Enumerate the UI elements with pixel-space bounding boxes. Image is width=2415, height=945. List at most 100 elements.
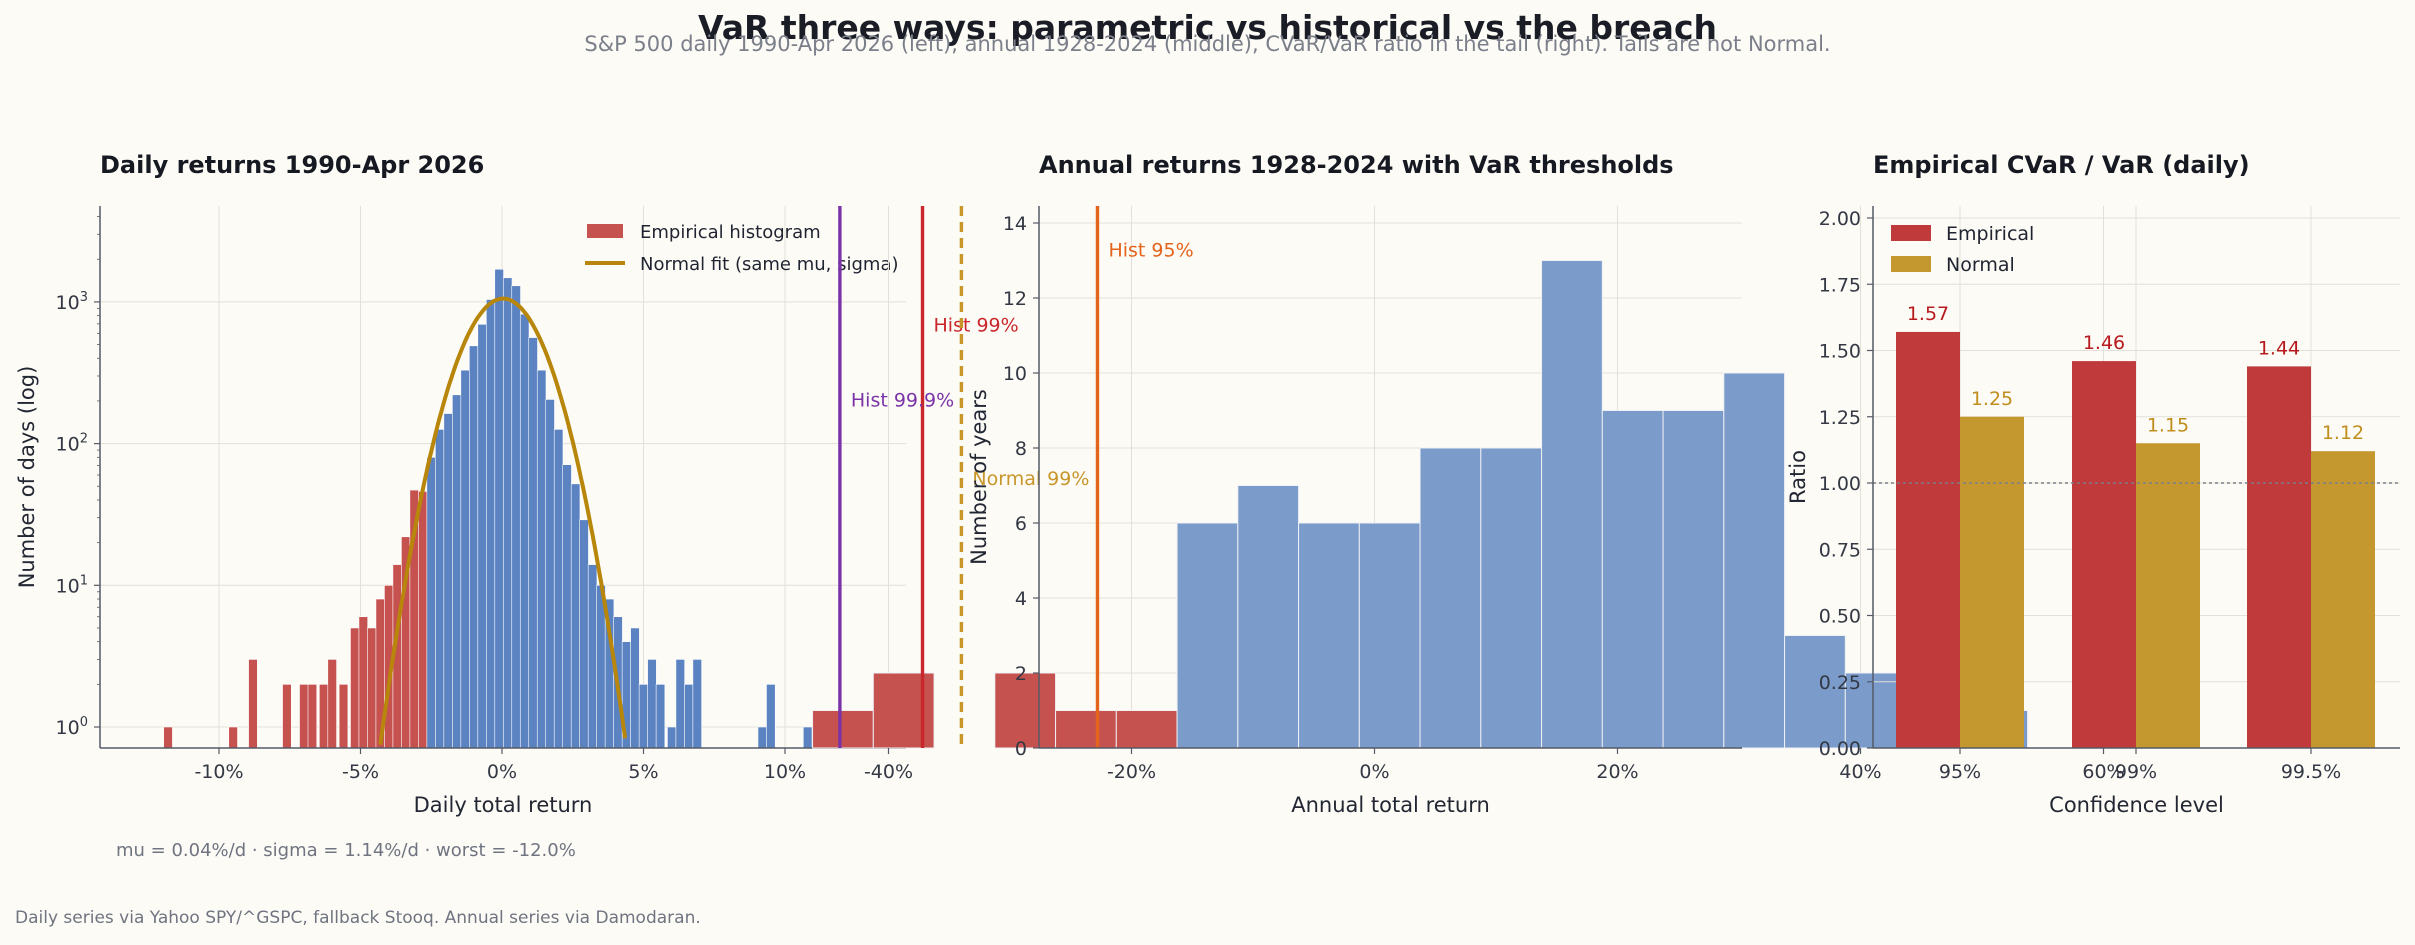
p2-ytick-label: 14 [1003,213,1027,235]
p1-bar-34 [562,464,572,749]
p1-bar-29 [519,313,530,749]
p2-bar-12 [1541,260,1603,749]
p2-xlabel: Annual total return [1291,793,1490,817]
p2-threshold-label-1: Hist 99% [934,314,1019,336]
p2-bar-10 [1419,447,1482,749]
p1-bar-7 [327,659,337,749]
p1-bar-4 [299,684,309,749]
p3-xtick-label: 95% [1939,761,1981,783]
p1-normal-fit-line [378,296,628,745]
p1-ylabel: Number of days (log) [15,366,39,589]
p1-xtick-label: -10% [194,761,243,783]
p1-xtick-label: 0% [487,761,517,783]
p1-bar-11 [367,627,377,749]
p1-xlabel: Daily total return [414,793,593,817]
p1-bar-30 [528,337,538,749]
p3-ytick-label: 1.50 [1819,341,1861,363]
p1-bar-35 [570,483,581,749]
p3-bar-label-empirical-1: 1.46 [2083,332,2125,354]
p3-legend-swatch-normal [1891,256,1931,272]
p1-bar-28 [511,285,521,749]
p1-bar-3 [282,684,292,749]
p1-bar-1 [228,726,238,749]
p1-legend-label-histogram: Empirical histogram [640,222,821,243]
p1-bar-6 [319,684,329,749]
panel2-title: Annual returns 1928-2024 with VaR thresh… [1039,151,1674,179]
p2-bar-16 [1784,635,1846,749]
p3-bar-label-normal-2: 1.12 [2322,422,2364,444]
p1-xtick-label: 10% [764,761,806,783]
p2-ytick-label: 12 [1003,288,1027,310]
p1-bar-45 [655,684,666,749]
p2-bar-7 [1237,485,1300,749]
p2-bar-15 [1723,372,1786,749]
footer-note: Daily series via Yahoo SPY/^GSPC, fallba… [15,908,701,928]
p3-bar-label-empirical-2: 1.44 [2258,337,2300,359]
p1-bar-31 [536,369,547,749]
p3-bar-normal-2 [2311,451,2375,748]
p1-bar-44 [647,659,657,749]
p1-bar-46 [667,726,677,749]
p2-bar-6 [1176,522,1239,749]
p3-bar-normal-0 [1960,416,2024,748]
p1-bar-37 [587,564,598,749]
p1-bar-49 [692,659,702,749]
p1-bar-18 [426,457,436,749]
p3-bar-empirical-2 [2247,366,2311,748]
p3-ytick-label: 2.00 [1819,208,1861,230]
p2-bar-11 [1480,447,1543,749]
p1-bar-32 [545,399,555,749]
p3-bar-label-normal-1: 1.15 [2147,414,2189,436]
p2-bar-14 [1662,410,1725,749]
p3-ytick-label: 1.25 [1819,407,1861,429]
p3-bar-label-empirical-0: 1.57 [1907,303,1949,325]
p2-xtick-label: -20% [1107,761,1156,783]
p2-ytick-label: 2 [1015,663,1027,685]
p1-ytick-label: 103 [56,290,88,314]
p1-bar-24 [477,323,487,749]
p1-bar-48 [684,684,694,749]
p2-ytick-label: 8 [1015,438,1027,460]
p1-ytick-label: 100 [56,715,88,739]
p3-ylabel: Ratio [1786,450,1810,504]
p1-bar-50 [757,726,768,749]
p3-ytick-label: 0.50 [1819,606,1861,628]
p3-bar-label-normal-0: 1.25 [1971,388,2013,410]
p1-ytick-label: 102 [56,432,88,456]
p3-legend-label-empirical: Empirical [1946,223,2034,245]
p3-xtick-label: 99% [2115,761,2157,783]
p3-ytick-label: 1.75 [1819,274,1861,296]
p1-bar-17 [418,491,428,749]
p1-bar-33 [553,429,564,749]
p2-xtick-label: -40% [864,761,913,783]
p1-bar-22 [460,369,470,749]
p3-bar-normal-1 [2136,443,2200,748]
p3-bar-empirical-0 [1896,331,1960,748]
p2-ytick-label: 4 [1015,588,1027,610]
p2-xtick-label: 20% [1596,761,1638,783]
p1-bar-43 [638,684,649,749]
p2-xtick-label: 60% [2082,761,2124,783]
chart-title: VaR three ways: parametric vs historical… [697,8,1718,47]
p3-ytick-label: 1.00 [1819,473,1861,495]
p3-xtick-label: 99.5% [2281,761,2341,783]
p1-bar-20 [443,413,453,749]
p3-bar-empirical-1 [2072,361,2136,748]
p3-legend-label-normal: Normal [1946,254,2015,276]
p1-legend-swatch-histogram [587,224,623,238]
p1-legend-label-normal: Normal fit (same mu, sigma) [640,254,899,275]
p1-bar-9 [350,627,360,749]
p2-bar-9 [1358,522,1421,749]
p1-bar-42 [630,627,640,749]
p1-bar-47 [675,659,685,749]
p1-bar-27 [502,277,513,749]
p2-ylabel: Number of years [967,389,991,565]
p1-bar-25 [485,299,496,749]
p3-ytick-label: 0.75 [1819,539,1861,561]
p2-bar-17 [1844,672,1907,749]
p1-bar-36 [579,519,589,749]
stats-annotation: mu = 0.04%/d · sigma = 1.14%/d · worst =… [116,840,576,861]
p1-bar-5 [307,684,318,749]
p2-threshold-label-3: Normal 99% [972,468,1089,490]
